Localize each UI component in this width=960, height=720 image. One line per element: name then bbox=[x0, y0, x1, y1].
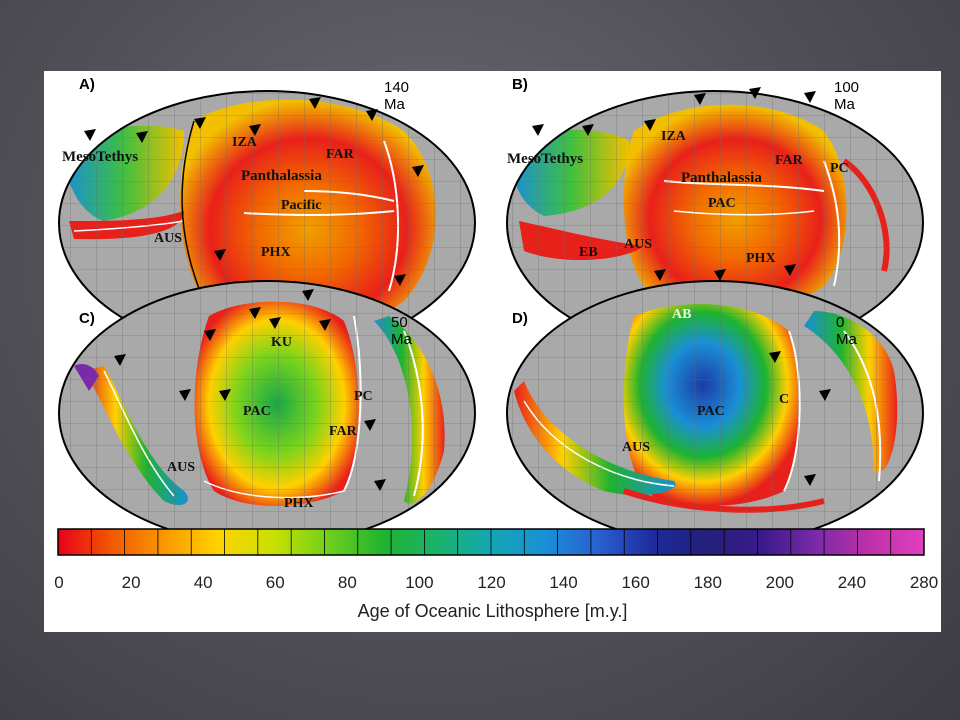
plate-label-ku-c: KU bbox=[271, 335, 292, 350]
plate-label-iza-b: IZA bbox=[661, 129, 686, 144]
figure-panel: A) 140 Ma MesoTethys IZA FAR Panthalassi… bbox=[44, 71, 941, 632]
plate-label-pac-c: PAC bbox=[243, 404, 271, 419]
panel-letter-c: C) bbox=[79, 310, 95, 327]
plate-label-pc-c: PC bbox=[354, 389, 373, 404]
plate-label-pac-b: PAC bbox=[708, 196, 736, 211]
plate-label-aus-b: AUS bbox=[624, 237, 653, 252]
plate-label-pacific-a: Pacific bbox=[281, 198, 322, 213]
panel-letter-a: A) bbox=[79, 76, 95, 93]
colorbar-tick-label: 140 bbox=[549, 573, 578, 592]
plate-label-aus-a: AUS bbox=[154, 231, 183, 246]
plate-label-phx-a: PHX bbox=[261, 245, 291, 260]
panel-age-d: 0 Ma bbox=[836, 314, 857, 348]
colorbar-tick-label: 40 bbox=[193, 573, 213, 592]
panel-age-a: 140 Ma bbox=[384, 79, 410, 113]
plate-label-panthalassia-a: Panthalassia bbox=[241, 168, 322, 184]
plate-label-pac-d: PAC bbox=[697, 404, 725, 419]
colorbar-tick-label: 20 bbox=[121, 573, 141, 592]
colorbar-tick-label: 60 bbox=[265, 573, 285, 592]
plate-label-ab-d: AB bbox=[672, 307, 692, 322]
colorbar-tick-label: 100 bbox=[405, 573, 434, 592]
colorbar-tick-label: 120 bbox=[477, 573, 506, 592]
colorbar-tick-label: 200 bbox=[765, 573, 795, 592]
colorbar-tick-label: 180 bbox=[693, 573, 722, 592]
panel-letter-d: D) bbox=[512, 310, 528, 327]
plate-label-mesotethys-b: MesoTethys bbox=[507, 151, 584, 167]
colorbar-tick-label: 80 bbox=[337, 573, 357, 592]
plate-label-mesotethys-a: MesoTethys bbox=[62, 149, 139, 165]
map-graphics bbox=[58, 87, 924, 546]
panel-letter-b: B) bbox=[512, 76, 528, 93]
plate-label-iza-a: IZA bbox=[232, 135, 257, 150]
age-colorbar bbox=[57, 528, 925, 556]
plate-label-far-c: FAR bbox=[329, 424, 357, 439]
plate-label-far-b: FAR bbox=[775, 153, 803, 168]
subduction-markers bbox=[84, 87, 831, 491]
colorbar-title: Age of Oceanic Lithosphere [m.y.] bbox=[357, 601, 628, 621]
plate-label-panthalassia-b: Panthalassia bbox=[681, 170, 762, 186]
plate-label-far-a: FAR bbox=[326, 147, 354, 162]
colorbar-tick-label: 160 bbox=[621, 573, 650, 592]
map-panel-c bbox=[59, 281, 475, 545]
map-panel-d bbox=[507, 281, 923, 545]
colorbar-tick-label: 0 bbox=[54, 573, 64, 592]
colorbar-tick-label: 280 bbox=[909, 573, 939, 592]
plate-label-aus-d: AUS bbox=[622, 440, 651, 455]
plate-label-pc-b: PC bbox=[830, 161, 849, 176]
colorbar-tick-label: 240 bbox=[837, 573, 867, 592]
plate-label-c-d: C bbox=[779, 392, 790, 407]
plate-label-phx-b: PHX bbox=[746, 251, 776, 266]
plate-label-eb-b: EB bbox=[579, 245, 598, 260]
panel-age-b: 100 Ma bbox=[834, 79, 860, 113]
panel-age-c: 50 Ma bbox=[391, 314, 412, 348]
plate-label-aus-c: AUS bbox=[167, 460, 196, 475]
plate-label-phx-c: PHX bbox=[284, 496, 314, 511]
